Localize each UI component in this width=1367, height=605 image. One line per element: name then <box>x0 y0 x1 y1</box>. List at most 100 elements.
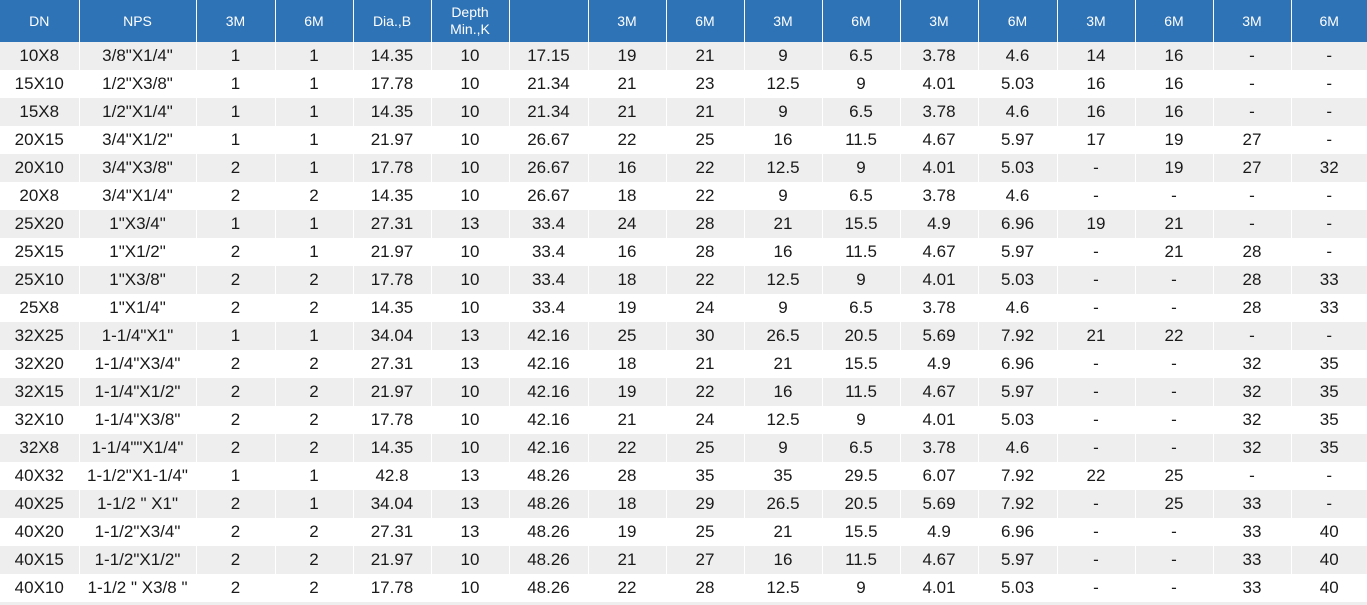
table-cell: 1 <box>275 154 354 182</box>
table-cell: 28 <box>666 238 745 266</box>
table-cell: 14.35 <box>353 294 432 322</box>
table-cell: - <box>1291 238 1367 266</box>
table-cell: 16 <box>588 154 667 182</box>
table-cell: 25 <box>1135 462 1214 490</box>
table-cell: 25 <box>1135 490 1214 518</box>
table-cell: 9 <box>822 574 901 602</box>
table-cell: - <box>1057 266 1136 294</box>
table-cell: 17.78 <box>353 266 432 294</box>
table-cell: 4.01 <box>900 70 979 98</box>
table-cell: - <box>1213 462 1292 490</box>
table-cell: 1/2"X1/4" <box>79 98 197 126</box>
table-cell: 1 <box>275 210 354 238</box>
table-cell: 32 <box>1213 434 1292 462</box>
table-cell: 28 <box>1213 266 1292 294</box>
table-cell: 2 <box>275 294 354 322</box>
table-cell: 20X15 <box>0 126 80 154</box>
table-cell: 2 <box>275 378 354 406</box>
table-cell: 1-1/2"X1-1/4" <box>79 462 197 490</box>
table-cell: 33.4 <box>509 266 589 294</box>
table-cell: 22 <box>666 154 745 182</box>
table-cell: 4.01 <box>900 406 979 434</box>
table-cell: 22 <box>666 378 745 406</box>
table-cell: 42.8 <box>353 462 432 490</box>
table-bottom-edge <box>0 602 1367 605</box>
table-cell: 5.03 <box>978 574 1058 602</box>
table-cell: - <box>1213 322 1292 350</box>
table-cell: 17.78 <box>353 154 432 182</box>
table-cell: 34.04 <box>353 322 432 350</box>
table-cell: 2 <box>196 182 276 210</box>
table-cell: 10 <box>431 294 510 322</box>
table-cell: 11.5 <box>822 126 901 154</box>
table-cell: 25X10 <box>0 266 80 294</box>
table-cell: - <box>1291 70 1367 98</box>
column-header: 3M <box>1213 0 1292 42</box>
table-cell: 4.01 <box>900 154 979 182</box>
table-cell: 9 <box>822 406 901 434</box>
table-cell: 7.92 <box>978 462 1058 490</box>
table-cell: 19 <box>1057 210 1136 238</box>
table-cell: 14.35 <box>353 98 432 126</box>
column-header: Depth Min.,K <box>431 0 510 42</box>
table-cell: 27 <box>1213 154 1292 182</box>
table-cell: 10 <box>431 70 510 98</box>
table-cell: 10 <box>431 574 510 602</box>
table-cell: 4.6 <box>978 434 1058 462</box>
table-cell: - <box>1213 182 1292 210</box>
column-header: 3M <box>588 0 667 42</box>
table-cell: - <box>1135 434 1214 462</box>
table-cell: 12.5 <box>744 266 823 294</box>
table-cell: - <box>1057 154 1136 182</box>
table-cell: 34.04 <box>353 490 432 518</box>
table-row: 32X15 1-1/4"X1/2" 2 2 21.97 10 42.16 19 22 16 11.5… <box>0 378 1367 406</box>
table-cell: - <box>1057 518 1136 546</box>
table-cell: 15.5 <box>822 350 901 378</box>
table-cell: - <box>1135 182 1214 210</box>
table-cell: 13 <box>431 490 510 518</box>
table-cell: 21 <box>666 98 745 126</box>
column-header: 6M <box>666 0 745 42</box>
table-cell: - <box>1213 70 1292 98</box>
table-cell: 24 <box>666 294 745 322</box>
table-cell: 5.03 <box>978 266 1058 294</box>
table-cell: 4.6 <box>978 182 1058 210</box>
table-cell: 6.96 <box>978 518 1058 546</box>
table-cell: 1 <box>275 70 354 98</box>
table-cell: 27 <box>666 546 745 574</box>
table-cell: 4.6 <box>978 42 1058 70</box>
column-header: 6M <box>275 0 354 42</box>
table-cell: 10 <box>431 154 510 182</box>
table-cell: 21 <box>744 210 823 238</box>
table-cell: - <box>1213 210 1292 238</box>
table-cell: 26.67 <box>509 182 589 210</box>
table-cell: - <box>1057 490 1136 518</box>
table-cell: 10 <box>431 434 510 462</box>
table-cell: 4.9 <box>900 518 979 546</box>
table-cell: 21 <box>1057 322 1136 350</box>
table-cell: 40X15 <box>0 546 80 574</box>
table-cell: 35 <box>666 462 745 490</box>
table-cell: 16 <box>1135 42 1214 70</box>
table-cell: 14.35 <box>353 434 432 462</box>
table-cell: 2 <box>196 266 276 294</box>
table-cell: 25 <box>588 322 667 350</box>
table-cell: 1 <box>196 126 276 154</box>
table-body: 10X8 3/8"X1/4" 1 1 14.35 10 17.15 19 21 9 6.5 3.78 4… <box>0 42 1367 602</box>
table-cell: 12.5 <box>744 406 823 434</box>
table-cell: 12.5 <box>744 70 823 98</box>
table-cell: 11.5 <box>822 546 901 574</box>
table-cell: 2 <box>275 182 354 210</box>
table-cell: 48.26 <box>509 518 589 546</box>
table-cell: 18 <box>588 182 667 210</box>
table-cell: - <box>1057 434 1136 462</box>
table-cell: 1 <box>196 70 276 98</box>
table-cell: 48.26 <box>509 546 589 574</box>
table-cell: 35 <box>1291 406 1367 434</box>
table-cell: 25X8 <box>0 294 80 322</box>
table-cell: 1 <box>196 42 276 70</box>
table-cell: 1 <box>196 462 276 490</box>
table-cell: 35 <box>1291 378 1367 406</box>
table-cell: - <box>1135 378 1214 406</box>
table-cell: 16 <box>1057 98 1136 126</box>
